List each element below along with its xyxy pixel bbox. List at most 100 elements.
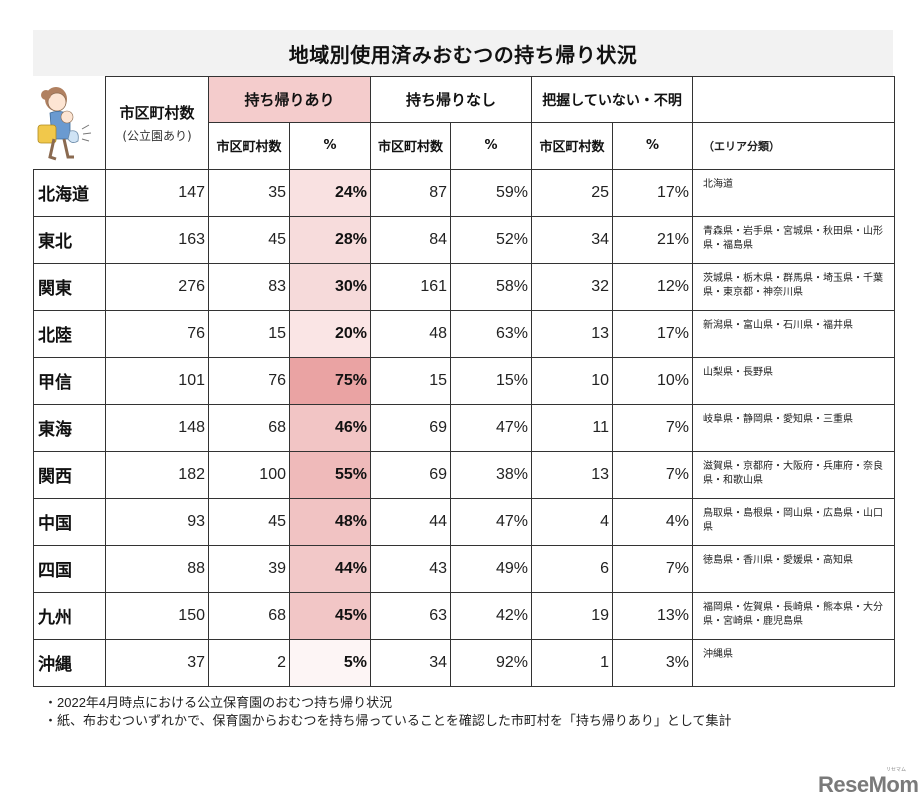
takeback-yes-count: 39 bbox=[208, 544, 290, 593]
takeback-yes-pct: 44% bbox=[288, 544, 372, 593]
header-yes-count: 市区町村数 bbox=[208, 122, 290, 170]
takeback-no-count: 87 bbox=[370, 168, 452, 217]
unknown-count: 10 bbox=[531, 356, 614, 405]
takeback-no-pct: 52% bbox=[450, 215, 533, 264]
table-row: 甲信 101 76 75% 15 15% 10 10% 山梨県・長野県 bbox=[33, 356, 896, 405]
region-name: 関西 bbox=[33, 450, 106, 499]
region-name: 北陸 bbox=[33, 309, 106, 358]
region-name: 甲信 bbox=[33, 356, 106, 405]
table-row: 東北 163 45 28% 84 52% 34 21% 青森県・岩手県・宮城県・… bbox=[33, 215, 896, 264]
unknown-pct: 7% bbox=[612, 450, 694, 499]
unknown-pct: 7% bbox=[612, 544, 694, 593]
area-prefectures: 沖縄県 bbox=[692, 638, 896, 687]
takeback-yes-pct: 75% bbox=[288, 356, 372, 405]
unknown-count: 6 bbox=[531, 544, 614, 593]
unknown-count: 4 bbox=[531, 497, 614, 546]
table-row: 北海道 147 35 24% 87 59% 25 17% 北海道 bbox=[33, 168, 896, 217]
takeback-no-pct: 38% bbox=[450, 450, 533, 499]
table-row: 九州 150 68 45% 63 42% 19 13% 福岡県・佐賀県・長崎県・… bbox=[33, 591, 896, 640]
table-row: 中国 93 45 48% 44 47% 4 4% 鳥取県・島根県・岡山県・広島県… bbox=[33, 497, 896, 546]
mother-carrying-baby-icon bbox=[37, 86, 91, 160]
takeback-yes-count: 2 bbox=[208, 638, 290, 687]
footnote-1: ・2022年4月時点における公立保育園のおむつ持ち帰り状況 bbox=[44, 695, 393, 710]
takeback-yes-pct: 24% bbox=[288, 168, 372, 217]
total-municipalities: 88 bbox=[105, 544, 209, 593]
total-municipalities: 147 bbox=[105, 168, 209, 217]
region-name: 北海道 bbox=[33, 168, 106, 217]
table-row: 関西 182 100 55% 69 38% 13 7% 滋賀県・京都府・大阪府・… bbox=[33, 450, 896, 499]
header-no-count: 市区町村数 bbox=[370, 122, 452, 170]
area-prefectures: 岐阜県・静岡県・愛知県・三重県 bbox=[692, 403, 896, 452]
header-group-takeback-no: 持ち帰りなし bbox=[370, 75, 533, 124]
unknown-pct: 10% bbox=[612, 356, 694, 405]
header-total-label: 市区町村数 bbox=[119, 103, 195, 122]
region-name: 四国 bbox=[33, 544, 106, 593]
unknown-count: 34 bbox=[531, 215, 614, 264]
area-prefectures: 青森県・岩手県・宮城県・秋田県・山形県・福島県 bbox=[692, 215, 896, 264]
takeback-yes-count: 45 bbox=[208, 215, 290, 264]
header-group-unknown: 把握していない・不明 bbox=[531, 75, 694, 124]
takeback-no-pct: 59% bbox=[450, 168, 533, 217]
takeback-no-pct: 15% bbox=[450, 356, 533, 405]
unknown-pct: 17% bbox=[612, 168, 694, 217]
takeback-no-count: 44 bbox=[370, 497, 452, 546]
area-prefectures: 北海道 bbox=[692, 168, 896, 217]
takeback-yes-pct: 48% bbox=[288, 497, 372, 546]
takeback-no-pct: 63% bbox=[450, 309, 533, 358]
area-prefectures: 山梨県・長野県 bbox=[692, 356, 896, 405]
unknown-count: 13 bbox=[531, 450, 614, 499]
takeback-no-count: 15 bbox=[370, 356, 452, 405]
unknown-pct: 7% bbox=[612, 403, 694, 452]
table-row: 沖縄 37 2 5% 34 92% 1 3% 沖縄県 bbox=[33, 638, 896, 687]
area-prefectures: 徳島県・香川県・愛媛県・高知県 bbox=[692, 544, 896, 593]
region-name: 九州 bbox=[33, 591, 106, 640]
area-prefectures: 福岡県・佐賀県・長崎県・熊本県・大分県・宮崎県・鹿児島県 bbox=[692, 591, 896, 640]
unknown-count: 1 bbox=[531, 638, 614, 687]
takeback-yes-pct: 46% bbox=[288, 403, 372, 452]
takeback-yes-pct: 45% bbox=[288, 591, 372, 640]
area-prefectures: 新潟県・富山県・石川県・福井県 bbox=[692, 309, 896, 358]
takeback-no-pct: 92% bbox=[450, 638, 533, 687]
area-prefectures: 滋賀県・京都府・大阪府・兵庫府・奈良県・和歌山県 bbox=[692, 450, 896, 499]
resemom-logo: ReseMom bbox=[818, 772, 919, 797]
total-municipalities: 182 bbox=[105, 450, 209, 499]
unknown-count: 19 bbox=[531, 591, 614, 640]
total-municipalities: 148 bbox=[105, 403, 209, 452]
region-name: 中国 bbox=[33, 497, 106, 546]
illustration-cell bbox=[33, 76, 106, 170]
area-prefectures: 鳥取県・島根県・岡山県・広島県・山口県 bbox=[692, 497, 896, 546]
takeback-no-pct: 47% bbox=[450, 403, 533, 452]
header-area-blank bbox=[692, 75, 896, 124]
takeback-no-count: 69 bbox=[370, 403, 452, 452]
takeback-no-pct: 42% bbox=[450, 591, 533, 640]
header-area-classification: （エリア分類） bbox=[692, 122, 896, 170]
takeback-yes-count: 15 bbox=[208, 309, 290, 358]
takeback-yes-count: 76 bbox=[208, 356, 290, 405]
takeback-yes-pct: 30% bbox=[288, 262, 372, 311]
unknown-pct: 21% bbox=[612, 215, 694, 264]
header-total-municipalities: 市区町村数 (公立園あり) bbox=[105, 76, 209, 170]
table-row: 東海 148 68 46% 69 47% 11 7% 岐阜県・静岡県・愛知県・三… bbox=[33, 403, 896, 452]
takeback-no-count: 48 bbox=[370, 309, 452, 358]
header-no-pct: % bbox=[450, 122, 533, 170]
takeback-yes-count: 68 bbox=[208, 403, 290, 452]
takeback-yes-pct: 28% bbox=[288, 215, 372, 264]
total-municipalities: 150 bbox=[105, 591, 209, 640]
footnote-2: ・紙、布おむついずれかで、保育園からおむつを持ち帰っていることを確認した市町村を… bbox=[44, 713, 732, 728]
unknown-pct: 12% bbox=[612, 262, 694, 311]
takeback-yes-count: 45 bbox=[208, 497, 290, 546]
unknown-pct: 3% bbox=[612, 638, 694, 687]
unknown-pct: 13% bbox=[612, 591, 694, 640]
region-name: 東海 bbox=[33, 403, 106, 452]
header-yes-pct: % bbox=[288, 122, 372, 170]
total-municipalities: 37 bbox=[105, 638, 209, 687]
unknown-count: 32 bbox=[531, 262, 614, 311]
table-row: 関東 276 83 30% 161 58% 32 12% 茨城県・栃木県・群馬県… bbox=[33, 262, 896, 311]
takeback-no-pct: 47% bbox=[450, 497, 533, 546]
total-municipalities: 276 bbox=[105, 262, 209, 311]
total-municipalities: 93 bbox=[105, 497, 209, 546]
table-row: 四国 88 39 44% 43 49% 6 7% 徳島県・香川県・愛媛県・高知県 bbox=[33, 544, 896, 593]
unknown-count: 25 bbox=[531, 168, 614, 217]
header-unknown-pct: % bbox=[612, 122, 694, 170]
unknown-count: 11 bbox=[531, 403, 614, 452]
